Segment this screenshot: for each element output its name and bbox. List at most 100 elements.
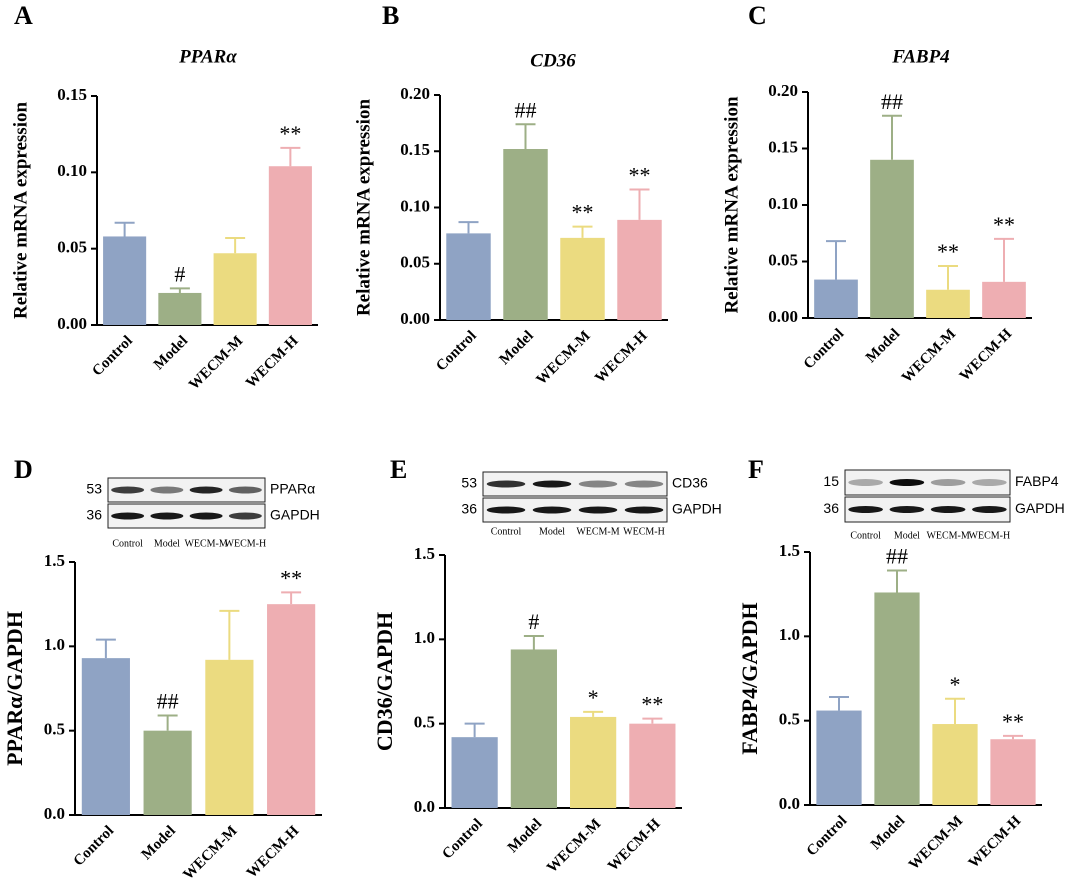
error-bar	[95, 638, 116, 659]
bar	[503, 149, 548, 320]
significance-mark: **	[572, 200, 594, 225]
blot-marker: 36	[823, 500, 839, 516]
blot-band	[486, 480, 526, 488]
y-axis-label: Relative mRNA expression	[353, 99, 374, 317]
error-bar	[826, 240, 846, 280]
blot-marker: 53	[461, 475, 477, 491]
panel-letter: F	[748, 455, 764, 484]
blot-band	[228, 512, 262, 520]
x-tick-label: WECM-H	[966, 813, 1025, 872]
chart-title: CD36	[530, 50, 576, 71]
blot-band	[624, 506, 664, 514]
x-tick-label: WECM-M	[544, 816, 604, 876]
bar	[926, 289, 970, 318]
error-bar	[523, 634, 544, 650]
significance-mark: #	[174, 261, 185, 286]
y-tick-label: 1.5	[779, 541, 800, 560]
panel: A PPARα 0.00 0.05 0.10 0.15 Relative mRNA expr…	[10, 1, 318, 393]
significance-mark: ##	[886, 544, 908, 569]
x-tick-label: WECM-H	[605, 816, 664, 875]
y-tick-label: 0.20	[400, 84, 430, 103]
y-tick-label: 1.0	[44, 635, 65, 654]
blot-band-label: FABP4	[1015, 473, 1059, 489]
y-tick-label: 1.0	[414, 628, 435, 647]
blot-lane-label: Model	[154, 538, 180, 549]
error-bar	[642, 717, 663, 724]
significance-mark: #	[528, 609, 539, 634]
x-tick-label: WECM-M	[180, 823, 240, 883]
significance-mark: **	[641, 692, 663, 717]
y-tick-label: 0.5	[44, 720, 65, 739]
blot-band	[578, 506, 618, 514]
significance-mark: *	[950, 672, 961, 697]
blot-lane-label: Control	[491, 526, 522, 537]
y-tick-label: 0.15	[768, 137, 798, 156]
bar	[81, 658, 130, 815]
y-tick-label: 0.05	[57, 238, 87, 257]
error-bar	[280, 146, 301, 167]
significance-mark: **	[937, 239, 959, 264]
blot-band-label: GAPDH	[1015, 500, 1065, 516]
x-tick-label: WECM-H	[243, 333, 302, 392]
error-bar	[945, 697, 965, 725]
y-tick-label: 0.10	[57, 161, 87, 180]
blot-band	[889, 479, 925, 486]
y-tick-label: 1.5	[44, 551, 65, 570]
significance-mark: **	[279, 121, 301, 146]
bar	[982, 281, 1026, 318]
error-bar	[938, 265, 958, 290]
blot-band	[532, 506, 572, 514]
blot-marker: 36	[86, 507, 102, 523]
blot-marker: 36	[461, 501, 477, 517]
bar	[205, 659, 254, 815]
blot-lane-label: Model	[539, 526, 565, 537]
blot-band	[486, 506, 526, 514]
x-tick-label: WECM-H	[244, 823, 303, 882]
y-axis-label: CD36/GAPDH	[372, 612, 397, 751]
significance-mark: **	[280, 565, 302, 590]
bar	[451, 737, 498, 808]
blot-lane-label: WECM-H	[969, 530, 1011, 541]
error-bar	[225, 236, 246, 254]
bar	[446, 233, 491, 320]
significance-mark: ##	[157, 689, 179, 714]
blot-band	[111, 486, 145, 494]
blot-band	[889, 506, 925, 513]
blot-lane-label: WECM-M	[184, 538, 227, 549]
x-tick-label: WECM-M	[534, 328, 594, 388]
x-tick-label: Control	[801, 326, 847, 372]
blot-band	[930, 506, 966, 513]
x-tick-label: WECM-M	[186, 333, 246, 393]
panel: E 0.0 0.5 1.0 1.5 CD36/GAPDH Control # Model * WEC…	[372, 455, 722, 876]
y-tick-label: 0.15	[57, 85, 87, 104]
error-bar	[887, 569, 907, 593]
blot-band	[150, 486, 184, 494]
blot-band	[189, 486, 223, 494]
x-tick-label: WECM-H	[957, 326, 1016, 385]
x-tick-label: Model	[863, 326, 903, 366]
blot-lane-label: WECM-M	[576, 526, 619, 537]
error-bar	[464, 722, 485, 738]
error-bar	[829, 696, 849, 711]
blot-band	[578, 480, 618, 488]
bar	[874, 592, 920, 805]
error-bar	[169, 287, 190, 293]
blot-band	[972, 479, 1007, 486]
x-tick-label: Control	[433, 328, 479, 374]
y-axis-label: Relative mRNA expression	[10, 102, 31, 320]
significance-mark: *	[588, 685, 599, 710]
blot-band-label: PPARα	[270, 481, 315, 497]
panel: F 0.0 0.5 1.0 1.5 FABP4/GAPDH Control ## Model * W…	[737, 455, 1065, 873]
panel-letter: E	[390, 455, 407, 484]
bar	[143, 730, 192, 815]
bar	[617, 219, 662, 320]
y-tick-label: 0.0	[779, 794, 800, 813]
y-tick-label: 0.00	[768, 307, 798, 326]
chart-title: PPARα	[178, 46, 237, 67]
blot-lane-label: Model	[894, 530, 920, 541]
y-tick-label: 0.05	[400, 253, 430, 272]
blot-lane-label: WECM-H	[623, 526, 665, 537]
y-tick-label: 0.10	[768, 194, 798, 213]
significance-mark: **	[1002, 709, 1024, 734]
